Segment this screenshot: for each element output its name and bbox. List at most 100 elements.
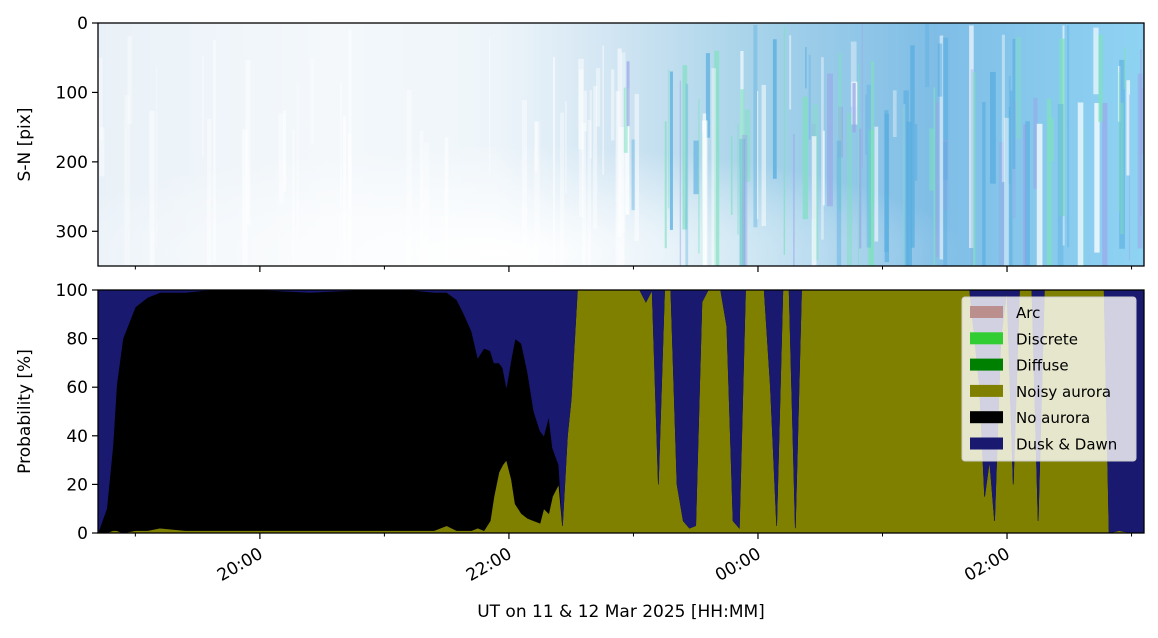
keogram-streak: [874, 126, 879, 242]
keogram-streak: [937, 43, 943, 97]
keogram-streak: [792, 133, 795, 266]
legend-label-dusk-dawn: Dusk & Dawn: [1016, 436, 1117, 454]
keogram-streak: [870, 60, 875, 207]
keogram-streak: [685, 83, 689, 266]
x-tick-label: 00:00: [712, 544, 764, 586]
keogram-streak: [822, 130, 825, 206]
keogram-streak: [1057, 103, 1064, 266]
keogram-streak: [925, 24, 930, 88]
probability-frame: [97, 289, 1145, 534]
keogram-streak: [892, 90, 897, 138]
keogram-streak: [714, 50, 720, 266]
keogram-streak: [127, 36, 132, 125]
keogram-streak: [99, 127, 105, 177]
keogram-streak: [667, 69, 670, 209]
probability-y-axis-label: Probability [%]: [15, 349, 35, 474]
keogram-streak: [583, 90, 587, 132]
keogram-streak: [929, 128, 935, 191]
legend-label-no-aurora: No aurora: [1016, 409, 1090, 427]
keogram-streak: [419, 130, 424, 266]
legend-label-noisy-aurora: Noisy aurora: [1016, 383, 1111, 401]
keogram-streak: [1015, 36, 1022, 139]
keogram-frame: [97, 22, 1145, 267]
keogram-streak: [565, 100, 567, 194]
keogram-streak: [1102, 102, 1108, 266]
keogram-streak: [697, 99, 700, 254]
keogram-streak: [1001, 34, 1005, 183]
keogram-streak: [242, 129, 248, 266]
keogram-streak: [942, 37, 949, 181]
keogram-streak: [581, 122, 586, 266]
keogram-streak: [969, 25, 974, 249]
keogram-streak: [1126, 80, 1131, 176]
keogram-streak: [1036, 123, 1043, 266]
legend: Arc Discrete Diffuse Noisy aurora No aurora D…: [961, 296, 1137, 462]
keogram-streak: [859, 128, 862, 249]
keogram-streak: [245, 59, 251, 225]
keogram-streak: [852, 82, 856, 133]
keogram-streak: [826, 73, 833, 207]
keogram-streak: [631, 139, 636, 211]
keogram-streaks: [98, 23, 1144, 266]
keogram-streak: [865, 94, 867, 155]
keogram-streak: [155, 66, 158, 247]
keogram-streak: [989, 71, 996, 184]
keogram-streak: [857, 63, 859, 266]
keogram-y-tick-label: 0: [77, 14, 88, 34]
keogram-streak: [906, 121, 912, 266]
keogram-streak: [1012, 38, 1016, 169]
keogram-streak: [910, 45, 915, 248]
legend-swatch-dusk-dawn: [970, 437, 1003, 450]
keogram-streak: [283, 110, 287, 192]
keogram-streak: [711, 68, 716, 266]
keogram-streak: [212, 40, 216, 262]
x-tick-label: 20:00: [214, 544, 266, 586]
keogram-streak: [1119, 59, 1125, 249]
keogram-streak: [1004, 117, 1010, 266]
keogram-streak: [1120, 102, 1124, 235]
legend-box: [961, 296, 1137, 462]
keogram-streak: [772, 39, 777, 179]
keogram-streak: [1094, 103, 1100, 253]
keogram-streak: [850, 41, 857, 107]
keogram-streak: [664, 121, 667, 249]
keogram-y-tick-label: 100: [56, 83, 88, 103]
legend-swatch-diffuse: [970, 358, 1003, 371]
keogram-streak: [935, 102, 939, 257]
probability-y-tick-label: 80: [66, 330, 88, 350]
keogram-streak: [98, 71, 100, 148]
keogram-streak: [669, 71, 673, 230]
keogram-streak: [1023, 124, 1027, 266]
x-tick-label: 22:00: [463, 544, 515, 586]
keogram-streak: [821, 57, 824, 240]
probability-y-tick-label: 20: [66, 475, 88, 495]
keogram-streak: [836, 140, 842, 266]
keogram-streak: [1025, 121, 1030, 266]
keogram-streak: [1137, 73, 1143, 249]
keogram-streak: [1077, 102, 1084, 266]
keogram-streak: [626, 61, 630, 127]
keogram-streak: [1046, 98, 1052, 266]
keogram-streak: [1051, 115, 1053, 266]
x-tick-label: 02:00: [961, 544, 1013, 586]
probability-y-tick-label: 40: [66, 427, 88, 447]
keogram-streak: [805, 47, 807, 89]
probability-y-tick-label: 100: [56, 281, 88, 301]
keogram-streak: [933, 87, 936, 266]
keogram-streak: [310, 57, 315, 146]
keogram-streak: [811, 136, 817, 266]
legend-swatch-no-aurora: [970, 411, 1003, 424]
keogram-streak: [970, 69, 974, 266]
keogram-streak: [757, 91, 759, 219]
keogram-streak: [730, 136, 733, 215]
keogram-streak: [619, 127, 625, 266]
keogram-streak: [789, 35, 792, 110]
keogram-streak: [610, 69, 615, 141]
keogram-streak: [838, 53, 842, 211]
keogram-streak: [424, 142, 430, 266]
keogram-streak: [593, 86, 598, 229]
keogram-y-axis-label: S-N [pix]: [15, 108, 35, 182]
keogram-streak: [939, 35, 944, 260]
legend-swatch-discrete: [970, 332, 1003, 345]
